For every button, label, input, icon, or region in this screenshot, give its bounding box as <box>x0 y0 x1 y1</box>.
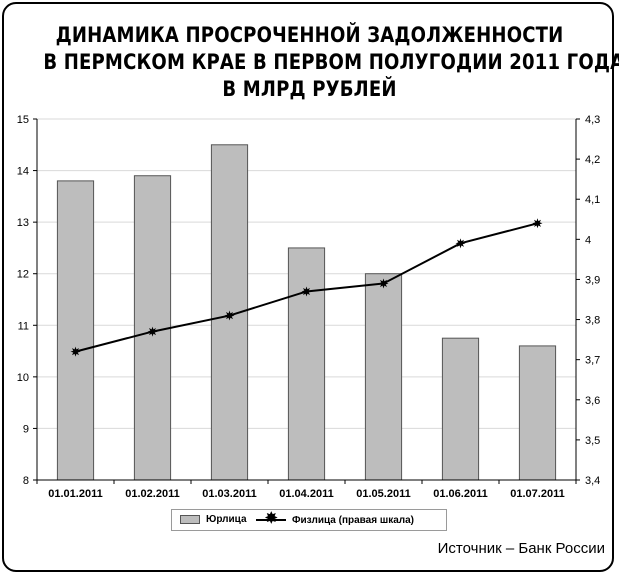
legend-item-line: ✸ Физлица (правая шкала) <box>256 510 415 527</box>
left-tick-label: 10 <box>17 372 29 384</box>
legend-line-swatch: ✸ <box>256 510 286 527</box>
title-line-1: ДИНАМИКА ПРОСРОЧЕННОЙ ЗАДОЛЖЕННОСТИ <box>55 23 564 47</box>
left-tick-label: 15 <box>17 114 29 126</box>
left-tick-label: 13 <box>17 217 29 229</box>
left-tick-label: 8 <box>23 475 29 487</box>
left-tick-label: 11 <box>18 320 29 332</box>
x-tick-label: 01.04.2011 <box>279 488 333 500</box>
bar <box>364 273 403 481</box>
chart-legend: Юрлица ✸ Физлица (правая шкала) <box>171 509 447 531</box>
right-tick-label: 3,7 <box>585 355 600 367</box>
legend-item-bars: Юрлица <box>180 514 247 525</box>
title-line-2: В ПЕРМСКОМ КРАЕ В ПЕРВОМ ПОЛУГОДИИ 2011 … <box>43 50 619 74</box>
right-tick-label: 3,8 <box>585 315 600 327</box>
right-tick-label: 3,9 <box>585 274 600 286</box>
x-tick-label: 01.03.2011 <box>202 488 256 500</box>
left-tick-label: 14 <box>17 166 29 178</box>
right-tick-label: 4,1 <box>585 194 600 206</box>
right-tick-label: 4,2 <box>585 154 600 166</box>
x-tick-label: 01.05.2011 <box>356 488 410 500</box>
x-tick-label: 01.02.2011 <box>125 488 179 500</box>
x-tick-label: 01.07.2011 <box>510 488 564 500</box>
left-tick-label: 9 <box>23 423 29 435</box>
line-point <box>532 218 543 229</box>
title-line-3: В МЛРД РУБЛЕЙ <box>222 77 397 101</box>
right-tick-label: 3,6 <box>585 395 600 407</box>
legend-bars-label: Юрлица <box>206 514 247 525</box>
bar <box>56 180 95 481</box>
right-tick-label: 3,5 <box>585 435 600 447</box>
right-tick-label: 3,4 <box>585 475 600 487</box>
line-point <box>224 310 235 321</box>
bar <box>518 345 557 481</box>
chart-title: ДИНАМИКА ПРОСРОЧЕННОЙ ЗАДОЛЖЕННОСТИ В ПЕ… <box>43 22 619 103</box>
bar <box>287 247 326 481</box>
right-tick-label: 4,3 <box>585 114 600 126</box>
x-tick-label: 01.01.2011 <box>48 488 102 500</box>
legend-line-label: Физлица (правая шкала) <box>292 514 415 526</box>
legend-bar-swatch <box>180 515 200 524</box>
left-tick-label: 12 <box>17 269 29 281</box>
bar <box>441 337 480 481</box>
line-point <box>378 278 389 289</box>
line-point <box>147 326 158 337</box>
x-tick-label: 01.06.2011 <box>433 488 487 500</box>
star-marker-icon: ✸ <box>265 510 278 527</box>
source-note: Источник – Банк России <box>437 540 605 557</box>
line-point <box>301 286 312 297</box>
right-tick-label: 4 <box>585 234 591 246</box>
line-point <box>70 346 81 357</box>
line-point <box>455 238 466 249</box>
